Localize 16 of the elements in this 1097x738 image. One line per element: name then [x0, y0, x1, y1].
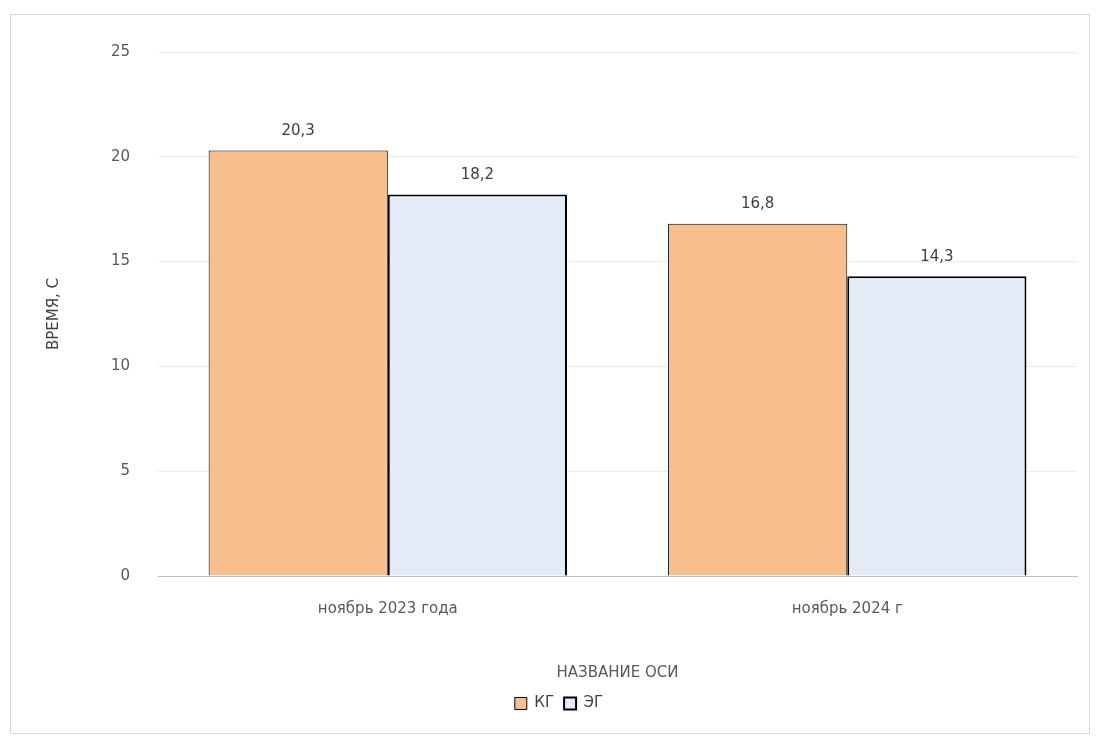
y-tick-label: 20: [110, 146, 131, 165]
y-tick-label: 10: [110, 356, 131, 375]
data-label: 16,8: [740, 194, 775, 213]
data-label: 14,3: [920, 246, 954, 265]
y-tick-label: 5: [120, 461, 131, 480]
y-axis-title: ВРЕМЯ, С: [43, 277, 62, 351]
legend-label: КГ: [534, 693, 555, 712]
x-axis-title: НАЗВАНИЕ ОСИ: [556, 662, 679, 681]
x-tick-label: ноябрь 2024 г: [791, 598, 903, 617]
x-tick-label: ноябрь 2023 года: [317, 598, 458, 617]
data-label: 18,2: [460, 164, 495, 183]
y-tick-label: 0: [120, 565, 131, 584]
y-tick-label: 15: [110, 251, 131, 270]
data-label: 20,3: [281, 120, 315, 139]
y-tick-label: 25: [110, 41, 131, 60]
legend-label: ЭГ: [583, 693, 604, 712]
